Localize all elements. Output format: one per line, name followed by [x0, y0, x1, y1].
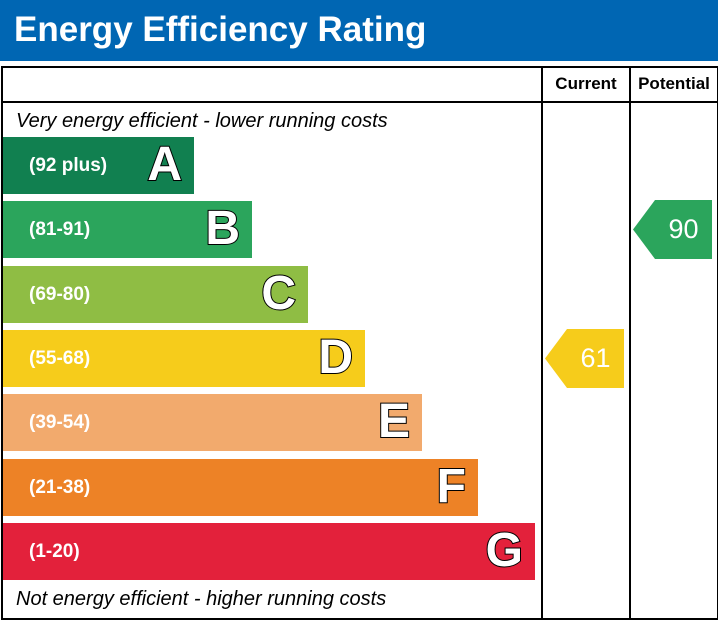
band-letter: B — [204, 201, 241, 256]
column-divider-current — [541, 66, 543, 620]
band-letter: A — [146, 137, 183, 192]
band-letter: D — [317, 330, 354, 385]
band-letter: F — [436, 459, 467, 514]
band-range-label: (21-38) — [29, 477, 91, 498]
band-b: (81-91) B — [3, 201, 252, 258]
band-letter: G — [485, 523, 524, 578]
band-range-label: (55-68) — [29, 348, 91, 369]
band-range-label: (69-80) — [29, 284, 91, 305]
column-header-potential: Potential — [638, 74, 710, 93]
top-caption: Very energy efficient - lower running co… — [16, 110, 388, 132]
column-header-current: Current — [555, 74, 617, 93]
band-range-label: (81-91) — [29, 219, 91, 240]
current-rating-value: 61 — [580, 343, 611, 373]
page-title: Energy Efficiency Rating — [14, 10, 427, 49]
title-bar: Energy Efficiency Rating — [0, 0, 718, 61]
band-d: (55-68) D — [3, 330, 365, 387]
header-divider — [1, 101, 717, 103]
current-rating-marker: 61 — [545, 329, 624, 388]
band-letter: C — [260, 266, 297, 321]
band-g: (1-20) G — [3, 523, 535, 580]
potential-rating-marker: 90 — [633, 200, 712, 259]
band-letter: E — [377, 394, 411, 449]
band-e: (39-54) E — [3, 394, 422, 451]
band-range-label: (39-54) — [29, 412, 91, 433]
band-range-label: (1-20) — [29, 541, 80, 562]
column-divider-potential — [629, 66, 631, 620]
bottom-caption: Not energy efficient - higher running co… — [16, 588, 387, 610]
band-a: (92 plus) A — [3, 137, 194, 194]
band-range-label: (92 plus) — [29, 155, 108, 176]
potential-rating-value: 90 — [668, 214, 699, 244]
band-f: (21-38) F — [3, 459, 478, 516]
band-c: (69-80) C — [3, 266, 308, 323]
